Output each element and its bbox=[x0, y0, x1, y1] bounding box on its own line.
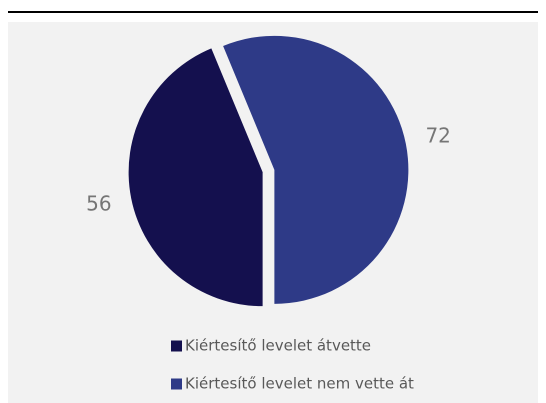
legend-label: Kiértesítő levelet átvette bbox=[185, 337, 371, 355]
legend-label: Kiértesítő levelet nem vette át bbox=[185, 375, 414, 393]
data-label: 72 bbox=[425, 124, 450, 148]
legend-swatch bbox=[171, 340, 182, 352]
pie-slice bbox=[223, 35, 409, 304]
pie-slice bbox=[128, 48, 263, 307]
legend-swatch bbox=[171, 378, 182, 390]
data-label: 56 bbox=[86, 191, 111, 215]
